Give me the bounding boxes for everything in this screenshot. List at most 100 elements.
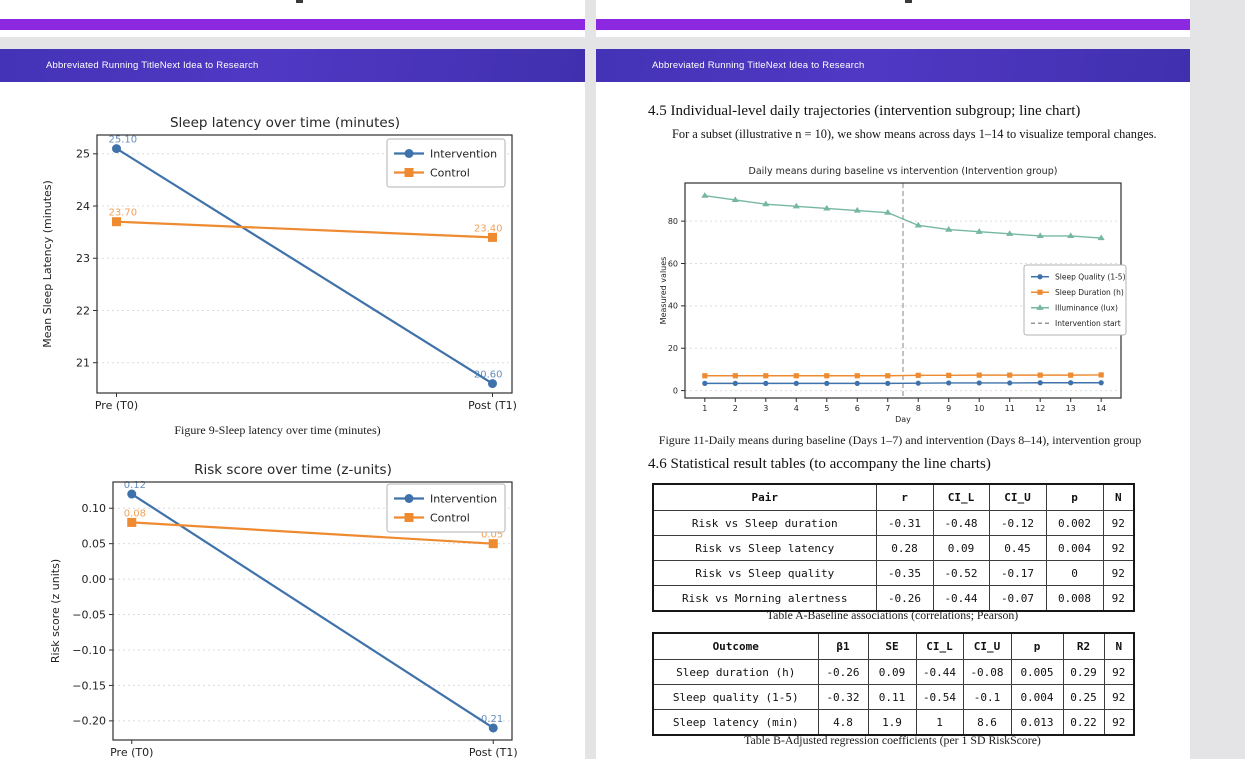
- table-b-regression-coefficients: Outcome β1 SE CI_L CI_U p R2 N Sleep duration (h…: [652, 632, 1135, 736]
- table-cell: -0.17: [988, 560, 1047, 586]
- table-cell: -0.31: [875, 510, 934, 536]
- svg-text:0.05: 0.05: [82, 538, 107, 551]
- table-header-cell: p: [1045, 483, 1104, 511]
- page-cut-text-remnant: [905, 0, 912, 3]
- svg-text:5: 5: [824, 404, 829, 413]
- table-cell: 0.09: [867, 659, 917, 685]
- svg-text:Risk score (z units): Risk score (z units): [49, 559, 62, 663]
- table-cell: -0.44: [932, 585, 990, 612]
- previous-page-footer-bar-right: [596, 19, 1190, 30]
- svg-text:Day: Day: [895, 415, 911, 424]
- table-cell: 92: [1102, 535, 1135, 561]
- table-cell: -0.35: [875, 560, 934, 586]
- table-cell: -0.32: [817, 684, 869, 710]
- table-cell: 92: [1102, 560, 1135, 586]
- previous-page-bottom-right: [596, 0, 1190, 37]
- table-header-cell: N: [1102, 483, 1135, 511]
- table-row: Sleep quality (1-5) -0.32 0.11 -0.54 -0.1 0.0…: [652, 684, 1135, 710]
- svg-text:12: 12: [1035, 404, 1045, 413]
- table-cell: -0.44: [915, 659, 964, 685]
- svg-text:Pre (T0): Pre (T0): [95, 399, 138, 412]
- svg-text:22: 22: [76, 304, 90, 317]
- svg-text:Sleep latency over time (minut: Sleep latency over time (minutes): [170, 115, 400, 131]
- table-cell: 0.28: [875, 535, 934, 561]
- table-cell: 0.29: [1062, 659, 1105, 685]
- table-row: Risk vs Sleep quality -0.35 -0.52 -0.17 0 92: [652, 560, 1135, 586]
- svg-text:10: 10: [974, 404, 984, 413]
- table-cell: 0.002: [1045, 510, 1104, 536]
- svg-text:25: 25: [76, 148, 90, 161]
- table-header-cell: CI_L: [915, 632, 964, 660]
- svg-text:Risk score over time (z-units): Risk score over time (z-units): [194, 462, 392, 478]
- table-cell: 1.9: [867, 709, 917, 736]
- table-cell: Sleep quality (1-5): [652, 684, 819, 710]
- table-cell: 0.005: [1010, 659, 1064, 685]
- svg-text:0: 0: [673, 386, 678, 395]
- table-header-cell: Outcome: [652, 632, 819, 660]
- svg-text:7: 7: [885, 404, 890, 413]
- svg-text:Intervention: Intervention: [430, 492, 497, 505]
- svg-text:14: 14: [1096, 404, 1106, 413]
- table-cell: Sleep duration (h): [652, 659, 819, 685]
- table-header-cell: β1: [817, 632, 869, 660]
- running-header-left: Abbreviated Running TitleNext Idea to Re…: [0, 49, 585, 82]
- table-header-cell: N: [1103, 632, 1135, 660]
- table-cell: 0.22: [1062, 709, 1105, 736]
- svg-text:2: 2: [733, 404, 738, 413]
- page-right: Abbreviated Running TitleNext Idea to Re…: [596, 49, 1190, 759]
- table-header-cell: R2: [1062, 632, 1105, 660]
- svg-text:Control: Control: [430, 511, 470, 524]
- page-left: Abbreviated Running TitleNext Idea to Re…: [0, 49, 585, 759]
- svg-text:−0.20: −0.20: [72, 715, 106, 728]
- table-row: Sleep latency (min) 4.8 1.9 1 8.6 0.013 0.22 92: [652, 709, 1135, 736]
- figure9-caption: Figure 9-Sleep latency over time (minute…: [174, 423, 381, 437]
- svg-text:-0.21: -0.21: [477, 714, 503, 725]
- table-cell: 0.09: [932, 535, 990, 561]
- table-cell: 0.013: [1010, 709, 1064, 736]
- svg-text:80: 80: [668, 217, 678, 226]
- table-cell: 0.25: [1062, 684, 1105, 710]
- table-cell: 4.8: [817, 709, 869, 736]
- svg-text:Post (T1): Post (T1): [469, 746, 518, 759]
- table-cell: -0.48: [932, 510, 990, 536]
- table-row: Risk vs Sleep duration -0.31 -0.48 -0.12 0.0…: [652, 510, 1135, 536]
- table-a-caption: Table A-Baseline associations (correlati…: [766, 608, 1019, 622]
- document-column-right: Abbreviated Running TitleNext Idea to Re…: [596, 0, 1190, 759]
- section-4-5-body: For a subset (illustrative n = 10), we s…: [672, 127, 1157, 141]
- table-header-cell: CI_U: [988, 483, 1047, 511]
- svg-text:0.08: 0.08: [124, 508, 146, 519]
- running-header-right: Abbreviated Running TitleNext Idea to Re…: [596, 49, 1190, 82]
- table-cell: -0.08: [962, 659, 1012, 685]
- table-cell: -0.12: [988, 510, 1047, 536]
- table-row: Sleep duration (h) -0.26 0.09 -0.44 -0.08 0.0…: [652, 659, 1135, 685]
- table-header-cell: CI_U: [962, 632, 1012, 660]
- svg-text:20: 20: [668, 344, 678, 353]
- figure10-risk-score-chart: 0.12 -0.21 0.08 0.05 0.10 0.05 0.00 −0.05 −0.10 −…: [35, 457, 520, 759]
- table-header-cell: p: [1010, 632, 1064, 660]
- table-cell: 1: [915, 709, 964, 736]
- svg-text:0.05: 0.05: [481, 530, 503, 541]
- svg-text:Post (T1): Post (T1): [468, 399, 517, 412]
- figure11-caption: Figure 11-Daily means during baseline (D…: [658, 433, 1142, 447]
- svg-text:23.70: 23.70: [109, 208, 138, 219]
- svg-text:−0.05: −0.05: [72, 608, 106, 621]
- table-header-cell: Pair: [652, 483, 877, 511]
- table-row: Risk vs Sleep latency 0.28 0.09 0.45 0.004 92: [652, 535, 1135, 561]
- svg-text:−0.10: −0.10: [72, 644, 106, 657]
- svg-text:24: 24: [76, 200, 90, 213]
- svg-text:4: 4: [794, 404, 799, 413]
- previous-page-bottom-left: [0, 0, 585, 37]
- section-4-6-heading: 4.6 Statistical result tables (to accomp…: [648, 456, 991, 472]
- svg-text:6: 6: [855, 404, 860, 413]
- table-header-cell: CI_L: [932, 483, 990, 511]
- table-cell: 92: [1103, 684, 1135, 710]
- svg-text:20.60: 20.60: [474, 370, 503, 381]
- table-cell: 0: [1045, 560, 1104, 586]
- svg-text:23.40: 23.40: [474, 223, 503, 234]
- previous-page-footer-bar-left: [0, 19, 585, 30]
- table-cell: Risk vs Morning alertness: [652, 585, 877, 612]
- svg-text:25.10: 25.10: [109, 135, 138, 146]
- table-cell: 92: [1102, 585, 1135, 612]
- svg-text:Intervention: Intervention: [430, 147, 497, 160]
